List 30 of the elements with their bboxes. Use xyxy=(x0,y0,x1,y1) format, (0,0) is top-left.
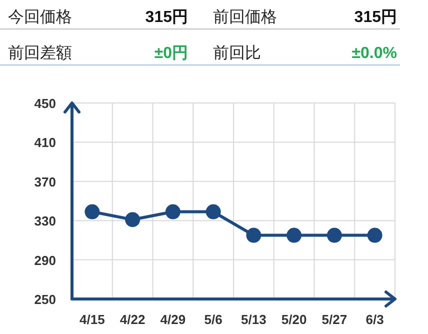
point xyxy=(326,228,342,243)
x-tick-label: 5/27 xyxy=(322,312,348,327)
y-tick-label: 450 xyxy=(34,96,56,111)
point xyxy=(165,204,180,220)
y-tick-label: 330 xyxy=(34,214,56,229)
text: ±0円 xyxy=(154,45,188,62)
text: 315円 xyxy=(145,9,188,26)
y-tick-label: 370 xyxy=(34,174,56,190)
x-tick-label: 4/29 xyxy=(160,312,186,327)
point xyxy=(286,228,302,243)
x-tick-label: 4/22 xyxy=(120,312,146,327)
text: ±0.0% xyxy=(352,45,397,62)
point xyxy=(84,204,100,220)
y-tick-label: 410 xyxy=(34,135,56,150)
text: 前回価格 xyxy=(213,8,277,26)
point xyxy=(246,228,262,243)
point xyxy=(367,228,382,243)
point xyxy=(206,204,221,220)
y-tick-label: 290 xyxy=(34,252,56,268)
text: 今回価格 xyxy=(8,9,72,26)
text: 前回比 xyxy=(213,44,261,62)
text: 前回差額 xyxy=(8,44,72,62)
text: 315円 xyxy=(354,9,397,26)
x-tick-label: 5/6 xyxy=(204,312,222,327)
x-tick-label: 5/13 xyxy=(241,312,266,327)
x-tick-label: 5/20 xyxy=(281,312,307,327)
x-tick-label: 4/15 xyxy=(80,312,105,327)
x-tick-label: 6/3 xyxy=(366,312,384,327)
y-tick-label: 250 xyxy=(34,292,56,307)
point xyxy=(125,212,140,228)
